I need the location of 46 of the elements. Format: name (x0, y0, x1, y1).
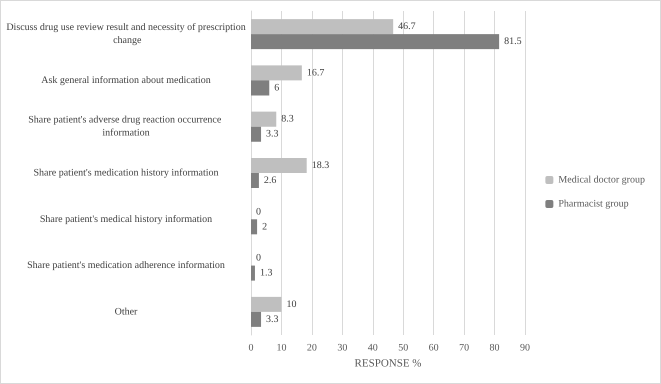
bar (251, 65, 302, 80)
y-tick-label: Share patient's adverse drug reaction occurrence information (28, 114, 224, 139)
data-label: 2.6 (264, 175, 276, 186)
y-tick-label: Discuss drug use review result and necessity of prescription change (6, 22, 246, 46)
bar (251, 296, 282, 312)
data-label: 1.3 (260, 268, 272, 279)
y-tick-label: Share patient's medical history information (40, 214, 212, 225)
bar (251, 266, 255, 281)
data-label: 0 (256, 252, 261, 264)
data-label: 3.3 (266, 314, 279, 325)
bar (251, 158, 307, 173)
data-label: 10 (286, 298, 296, 310)
x-tick-label: 60 (428, 342, 439, 354)
y-tick-label: Ask general information about medication (41, 74, 211, 86)
bar (251, 34, 500, 50)
data-label: 8.3 (281, 114, 294, 125)
bar (251, 312, 262, 327)
bar (251, 219, 258, 234)
legend-label: Medical doctor group (558, 174, 645, 186)
bar (251, 112, 276, 127)
data-label: 3.3 (266, 128, 279, 140)
x-tick-label: 10 (276, 342, 286, 354)
y-tick-label: Share patient's medication history information (33, 168, 219, 178)
data-label: 16.7 (306, 67, 324, 78)
bar (251, 126, 262, 142)
data-label: 6 (274, 82, 280, 94)
x-tick-label: 90 (520, 342, 530, 354)
data-label: 46.7 (398, 21, 416, 32)
data-label: 0 (256, 206, 261, 218)
bar (251, 173, 259, 188)
legend-label: Pharmacist group (558, 198, 629, 210)
x-tick-label: 30 (337, 342, 348, 354)
data-label: 81.5 (504, 36, 522, 48)
x-tick-label: 0 (248, 342, 254, 354)
data-label: 18.3 (312, 160, 330, 171)
data-label: 2 (262, 221, 268, 232)
bar (251, 19, 394, 34)
x-tick-label: 20 (306, 342, 317, 354)
bar (251, 80, 270, 96)
y-tick-label: Other (114, 306, 138, 318)
y-tick-label: Share patient's medication adherence information (27, 260, 225, 272)
x-tick-label: 40 (368, 342, 378, 354)
x-tick-label: 50 (398, 342, 408, 354)
x-axis-title: RESPONSE % (354, 357, 422, 370)
x-tick-label: 80 (490, 342, 500, 354)
x-tick-label: 70 (459, 342, 470, 354)
